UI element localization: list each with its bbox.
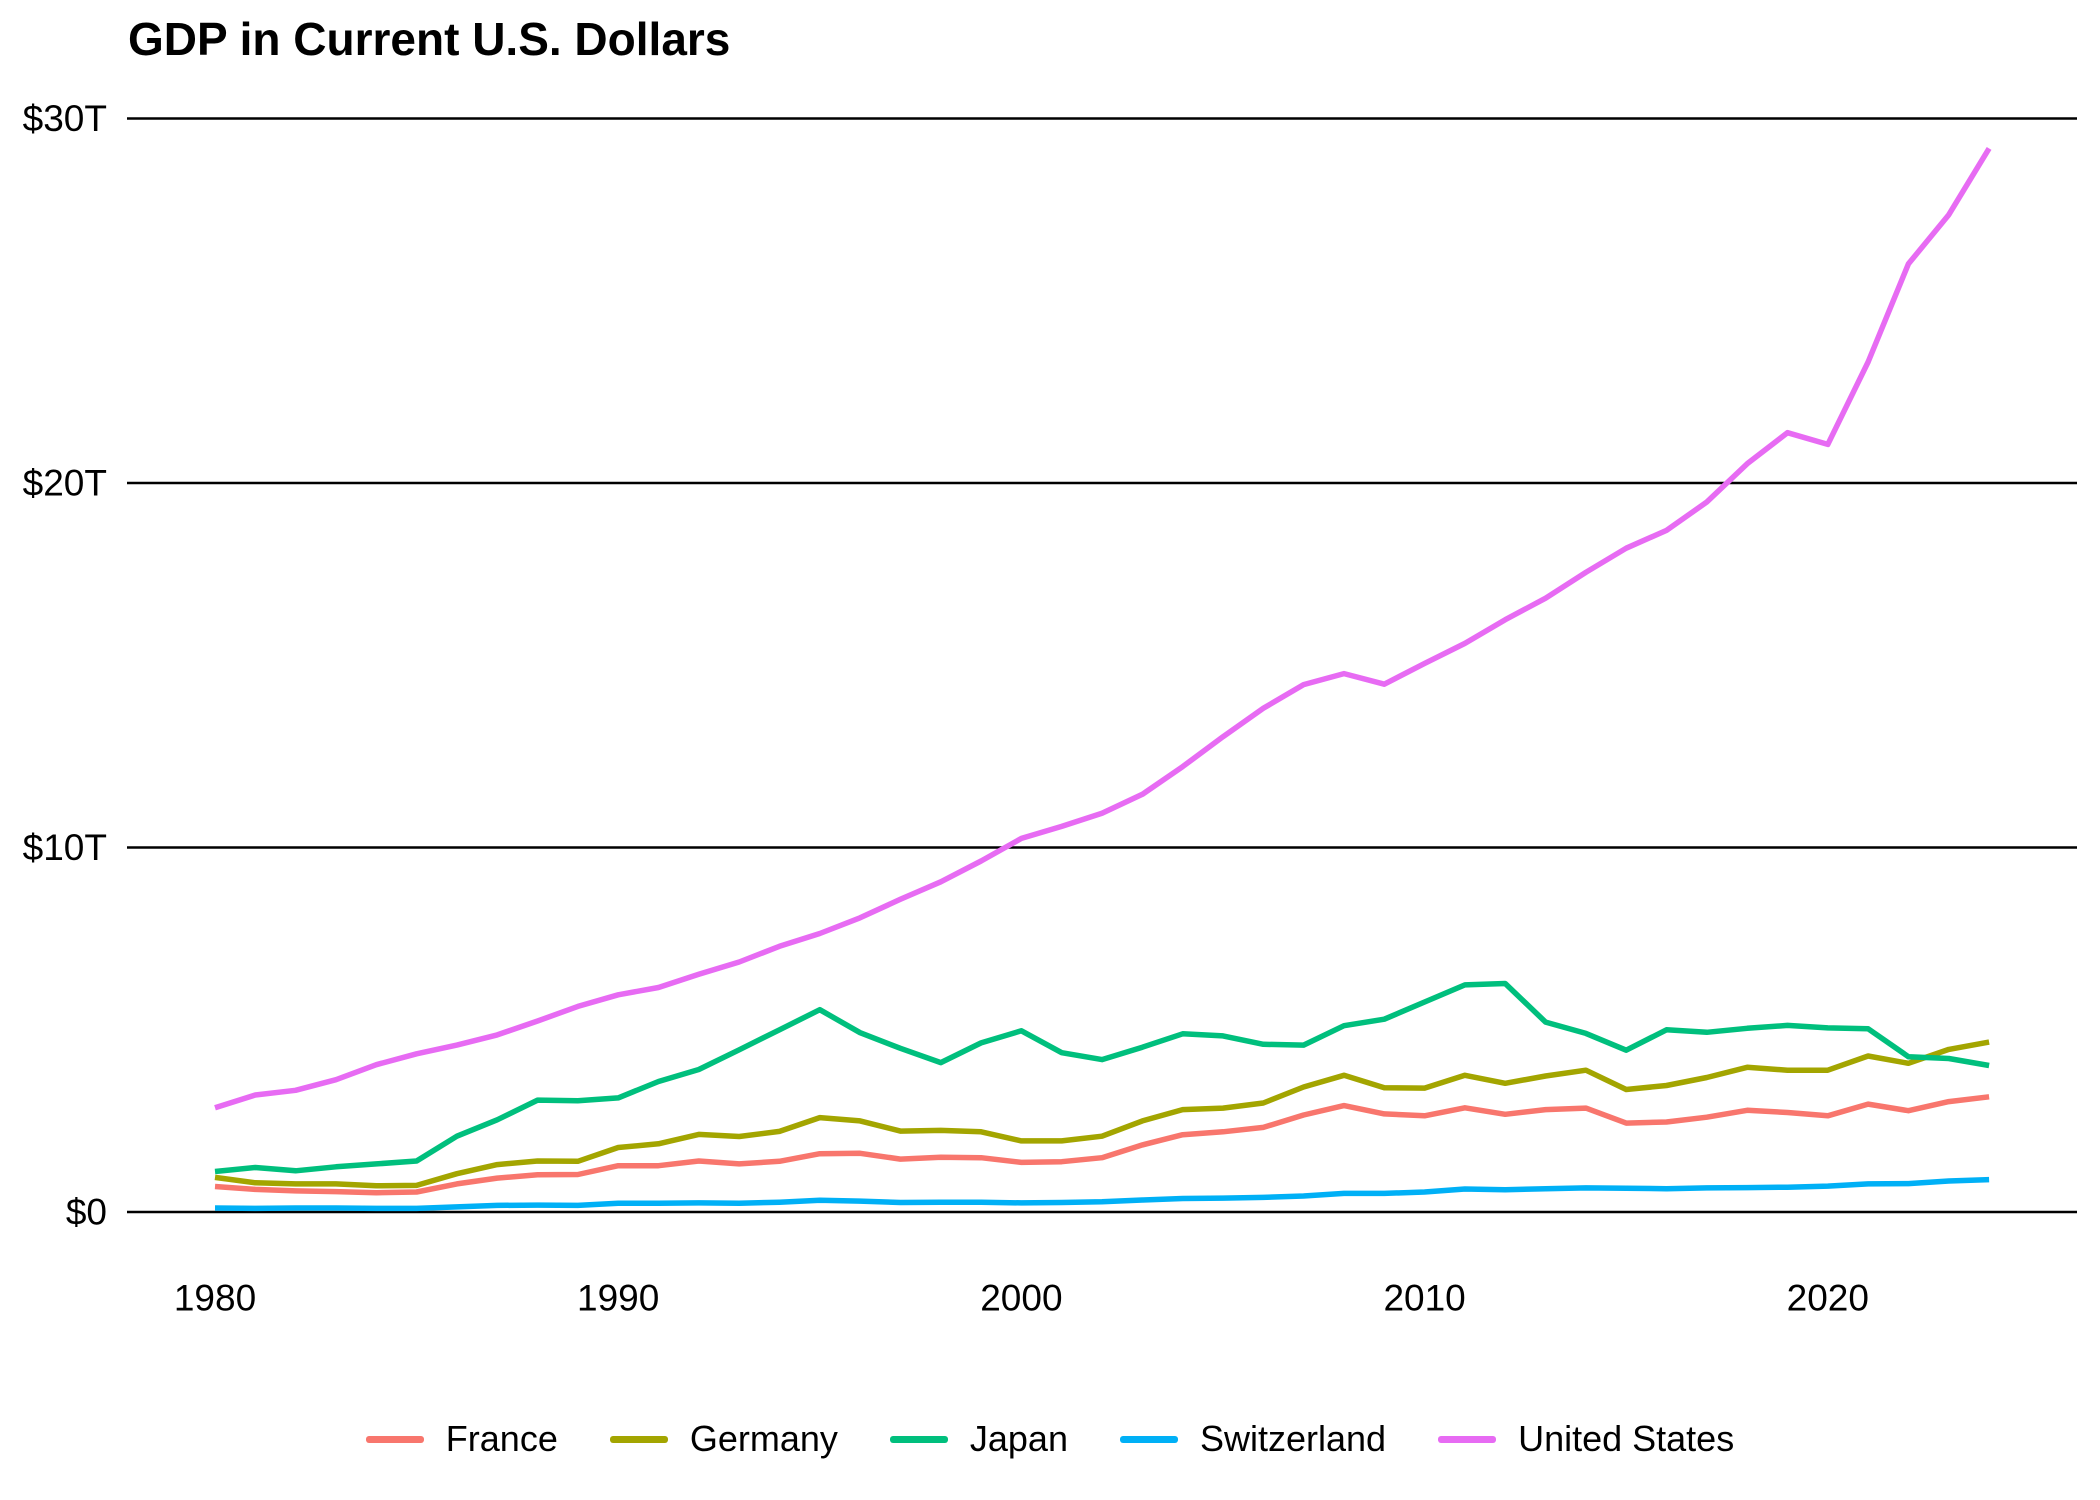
legend-swatch-icon xyxy=(889,1435,948,1443)
legend-swatch-icon xyxy=(365,1435,424,1443)
x-tick-label: 1990 xyxy=(577,1278,659,1319)
y-tick-label: $10T xyxy=(23,827,107,868)
legend-swatch-icon xyxy=(609,1435,668,1443)
legend-item-germany: Germany xyxy=(609,1418,838,1460)
series-line-united-states xyxy=(214,146,1992,1111)
y-tick-label: $0 xyxy=(66,1192,107,1233)
legend-item-france: France xyxy=(365,1418,558,1460)
legend-swatch-icon xyxy=(1438,1435,1497,1443)
x-tick-label: 2010 xyxy=(1383,1278,1465,1319)
series-line-switzerland xyxy=(214,1176,1990,1212)
x-tick-label: 2020 xyxy=(1787,1278,1869,1319)
x-tick-label: 1980 xyxy=(174,1278,256,1319)
legend-item-united-states: United States xyxy=(1438,1418,1734,1460)
legend-label: Switzerland xyxy=(1199,1418,1387,1459)
y-tick-label: $20T xyxy=(23,463,107,504)
series-line-france xyxy=(214,1094,1990,1196)
legend-label: United States xyxy=(1518,1418,1735,1459)
legend-label: Japan xyxy=(969,1418,1068,1459)
legend-swatch-icon xyxy=(1119,1435,1178,1443)
legend-item-switzerland: Switzerland xyxy=(1119,1418,1387,1460)
series-line-germany xyxy=(214,1039,1990,1189)
y-tick-label: $30T xyxy=(23,98,107,139)
legend-label: Germany xyxy=(689,1418,838,1459)
chart-title: GDP in Current U.S. Dollars xyxy=(128,13,731,65)
legend-label: France xyxy=(445,1418,558,1459)
series-line-japan xyxy=(214,980,1990,1175)
x-tick-label: 2000 xyxy=(980,1278,1062,1319)
legend-item-japan: Japan xyxy=(889,1418,1068,1460)
chart-legend: France Germany Japan Switzerland United Stat… xyxy=(0,1418,2100,1460)
line-chart-canvas: $0 $10T $20T $30T 1980 1990 2000 2010 2020 xyxy=(23,98,2077,1319)
